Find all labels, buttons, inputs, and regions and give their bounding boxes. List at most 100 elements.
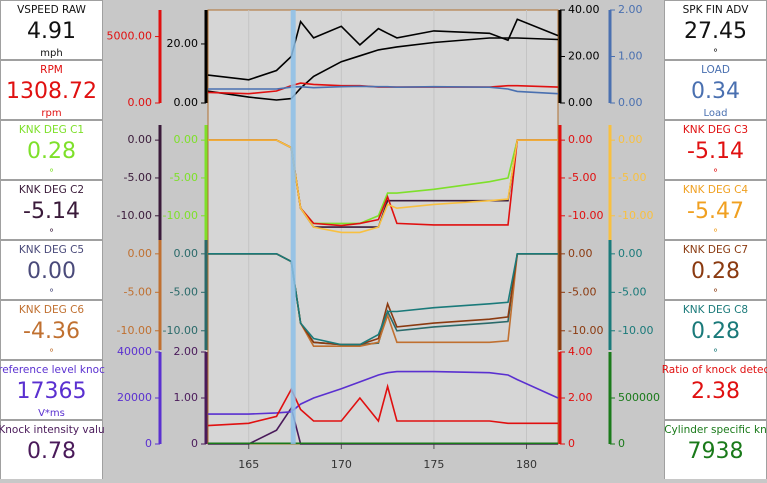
y-tick-label: 2.00 xyxy=(174,345,199,358)
gauge-value: 2.38 xyxy=(691,379,740,404)
y-tick-label: -10.00 xyxy=(117,209,152,222)
y-tick-label: 2.00 xyxy=(618,3,643,16)
y-tick-label: 0 xyxy=(618,437,625,450)
gauge-name: KNK DEG C7 xyxy=(683,244,748,256)
gauge-name: reference level knoc xyxy=(0,364,105,376)
gauge-name: RPM xyxy=(40,64,63,76)
y-tick-label: -10.00 xyxy=(568,209,603,222)
axis-line xyxy=(608,240,612,350)
x-tick-label: 180 xyxy=(516,458,537,471)
y-tick-label: 0.00 xyxy=(568,133,593,146)
y-tick-label: 1.00 xyxy=(618,50,643,63)
gauge-unit: ° xyxy=(49,288,54,299)
y-tick-label: 1.00 xyxy=(174,391,199,404)
axis-line xyxy=(204,125,208,240)
gauge-unit: Load xyxy=(704,108,728,119)
gauge-unit: ° xyxy=(713,228,718,239)
series-line xyxy=(208,253,558,346)
gauge xyxy=(0,360,103,420)
y-tick-label: -5.00 xyxy=(124,171,152,184)
gauge-value: -5.47 xyxy=(687,199,744,224)
gauge-value: -4.36 xyxy=(23,319,80,344)
y-tick-label: 0 xyxy=(568,437,575,450)
y-tick-label: -10.00 xyxy=(618,324,653,337)
plot-area xyxy=(207,9,559,445)
y-tick-label: -10.00 xyxy=(568,324,603,337)
y-tick-label: 0.00 xyxy=(174,96,199,109)
gauge-unit: ° xyxy=(713,288,718,299)
gauge xyxy=(0,60,103,120)
y-tick-label: 0.00 xyxy=(618,133,643,146)
gauge-value: 4.91 xyxy=(27,19,76,44)
y-tick-label: -5.00 xyxy=(170,171,198,184)
y-tick-label: -10.00 xyxy=(163,324,198,337)
y-tick-label: -10.00 xyxy=(163,209,198,222)
y-tick-label: -10.00 xyxy=(117,324,152,337)
gauge-unit: ° xyxy=(713,48,718,59)
axis-line xyxy=(158,10,162,103)
gauge-value: 0.00 xyxy=(27,259,76,284)
gauge-name: KNK DEG C5 xyxy=(19,244,84,256)
x-tick-label: 165 xyxy=(238,458,259,471)
gauge xyxy=(664,240,767,300)
axis-line xyxy=(558,240,562,350)
gauge xyxy=(0,120,103,180)
gauge-unit: mph xyxy=(40,48,62,59)
axis-line xyxy=(204,10,208,103)
gauge-value: -5.14 xyxy=(23,199,80,224)
y-tick-label: 5000.00 xyxy=(107,30,153,43)
gauge xyxy=(664,360,767,420)
gauge xyxy=(664,180,767,240)
gauge-value: 17365 xyxy=(17,379,87,404)
y-tick-label: 0.00 xyxy=(174,247,199,260)
y-tick-label: 0.00 xyxy=(568,96,593,109)
gauge xyxy=(0,420,103,480)
gauge-name: KNK DEG C3 xyxy=(683,124,748,136)
y-tick-label: 0.00 xyxy=(568,247,593,260)
y-tick-label: 0 xyxy=(191,437,198,450)
y-tick-label: -5.00 xyxy=(618,285,646,298)
gauge xyxy=(0,300,103,360)
gauge-unit: ° xyxy=(49,348,54,359)
gauge-unit: ° xyxy=(713,348,718,359)
y-tick-label: 40000 xyxy=(117,345,152,358)
gauge-value: 0.28 xyxy=(27,139,76,164)
y-tick-label: -5.00 xyxy=(618,171,646,184)
y-tick-label: 0.00 xyxy=(618,247,643,260)
gauge xyxy=(664,0,767,60)
gauge-value: 1308.72 xyxy=(6,79,97,104)
gauge-value: 0.34 xyxy=(691,79,740,104)
series-line xyxy=(208,85,559,95)
gauge-value: 7938 xyxy=(688,439,744,464)
y-tick-label: 0 xyxy=(145,437,152,450)
y-tick-label: -5.00 xyxy=(568,285,596,298)
gauge xyxy=(664,420,767,480)
gauge-unit: ° xyxy=(713,168,718,179)
y-tick-label: 40.00 xyxy=(568,3,600,16)
series-line xyxy=(208,370,559,415)
gauge-name: Knock intensity valu xyxy=(0,424,105,436)
y-tick-label: -5.00 xyxy=(568,171,596,184)
y-tick-label: 4.00 xyxy=(568,345,593,358)
gauge xyxy=(0,240,103,300)
gauge-name: KNK DEG C2 xyxy=(19,184,84,196)
gauge-value: 27.45 xyxy=(684,19,747,44)
gauge-name: KNK DEG C6 xyxy=(19,304,84,316)
series-line xyxy=(208,139,558,234)
y-tick-label: 0.00 xyxy=(128,133,153,146)
gauge-unit: ° xyxy=(49,228,54,239)
axis-line xyxy=(558,125,562,240)
gauge-unit: ° xyxy=(49,168,54,179)
gauge-value: 0.78 xyxy=(27,439,76,464)
gauge-value: 0.28 xyxy=(691,259,740,284)
axis-line xyxy=(158,240,162,350)
y-tick-label: 0.00 xyxy=(174,133,199,146)
y-tick-label: 20.00 xyxy=(568,50,600,63)
gauge-value: -5.14 xyxy=(687,139,744,164)
gauge xyxy=(664,60,767,120)
gauge-name: Ratio of knock detec xyxy=(662,364,767,376)
y-tick-label: 20000 xyxy=(117,391,152,404)
gauge xyxy=(664,120,767,180)
gauge-name: VSPEED RAW xyxy=(17,4,86,16)
